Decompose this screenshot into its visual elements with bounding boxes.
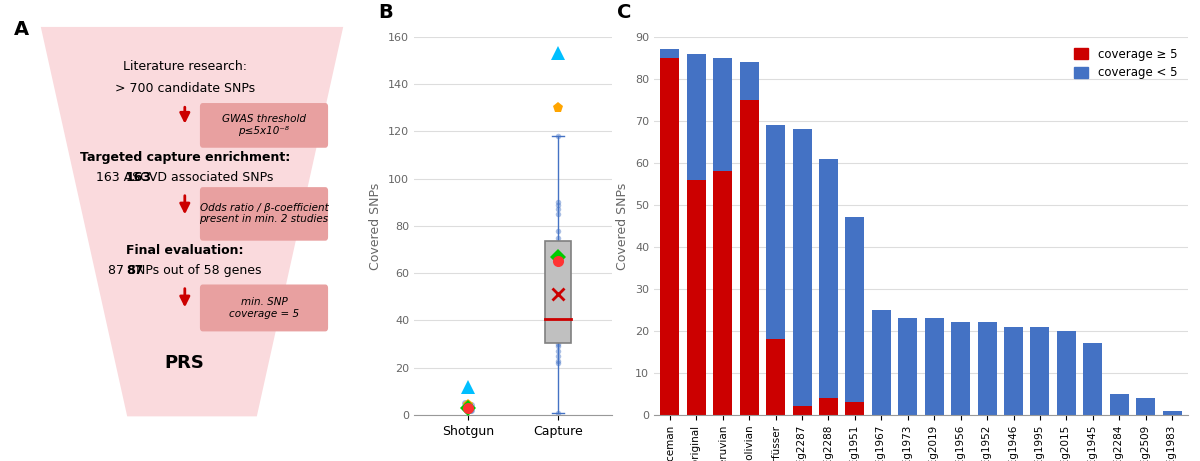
- Text: A: A: [14, 20, 29, 39]
- Polygon shape: [41, 27, 343, 416]
- Bar: [766, 339, 785, 415]
- FancyBboxPatch shape: [200, 103, 328, 148]
- Text: Final evaluation:: Final evaluation:: [126, 244, 244, 257]
- Bar: [686, 180, 706, 415]
- FancyBboxPatch shape: [200, 284, 328, 331]
- Y-axis label: Covered SNPs: Covered SNPs: [370, 182, 383, 270]
- Text: PRS: PRS: [164, 354, 205, 372]
- Bar: [1163, 411, 1182, 415]
- Bar: [872, 310, 890, 415]
- Bar: [713, 58, 732, 171]
- Bar: [1136, 398, 1156, 415]
- Bar: [739, 100, 758, 415]
- Bar: [978, 323, 997, 415]
- Bar: [1110, 394, 1129, 415]
- Bar: [1057, 331, 1076, 415]
- Bar: [925, 318, 943, 415]
- Bar: [792, 129, 811, 407]
- Bar: [792, 407, 811, 415]
- Text: min. SNP
coverage = 5: min. SNP coverage = 5: [229, 297, 299, 319]
- Bar: [1031, 327, 1050, 415]
- Bar: [660, 49, 679, 58]
- Bar: [739, 62, 758, 100]
- Bar: [845, 218, 864, 402]
- Bar: [1004, 327, 1024, 415]
- Y-axis label: Covered SNPs: Covered SNPs: [617, 182, 630, 270]
- Text: Odds ratio / β-coefficient
present in min. 2 studies: Odds ratio / β-coefficient present in mi…: [199, 203, 329, 225]
- Text: C: C: [617, 3, 631, 22]
- Bar: [952, 323, 970, 415]
- Text: Targeted capture enrichment:: Targeted capture enrichment:: [79, 151, 290, 164]
- Text: 87: 87: [126, 264, 144, 277]
- Bar: [1084, 343, 1103, 415]
- Bar: [845, 402, 864, 415]
- Bar: [660, 58, 679, 415]
- Bar: [686, 53, 706, 180]
- Legend: coverage ≥ 5, coverage < 5: coverage ≥ 5, coverage < 5: [1069, 43, 1182, 84]
- Text: GWAS threshold
p≤5x10⁻⁸: GWAS threshold p≤5x10⁻⁸: [222, 114, 306, 136]
- FancyBboxPatch shape: [200, 187, 328, 241]
- Text: 163: 163: [126, 171, 151, 184]
- Bar: [899, 318, 917, 415]
- Bar: [545, 241, 571, 343]
- Bar: [818, 159, 838, 398]
- Text: > 700 candidate SNPs: > 700 candidate SNPs: [115, 83, 254, 95]
- Text: 163 ASCVD associated SNPs: 163 ASCVD associated SNPs: [96, 171, 274, 184]
- Bar: [766, 125, 785, 339]
- Bar: [818, 398, 838, 415]
- Bar: [713, 171, 732, 415]
- Text: Literature research:: Literature research:: [122, 60, 247, 73]
- Text: 87 SNPs out of 58 genes: 87 SNPs out of 58 genes: [108, 264, 262, 277]
- Text: B: B: [378, 3, 394, 22]
